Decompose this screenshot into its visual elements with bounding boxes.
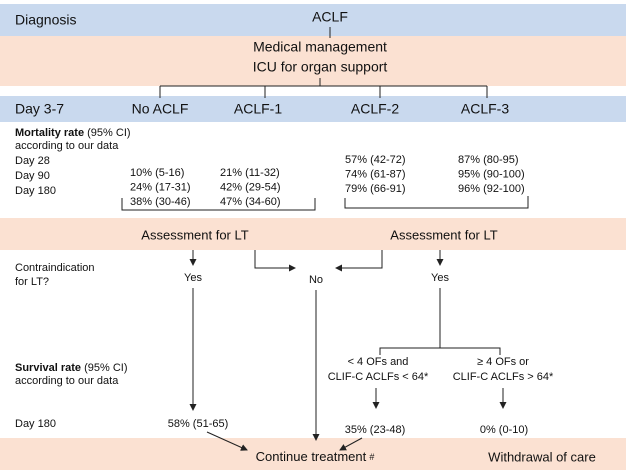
labels: Diagnosis ACLF Medical management ICU fo…: [15, 9, 596, 465]
survival-value: 0% (0-10): [480, 424, 528, 436]
mortality-value: 21% (11-32): [220, 167, 280, 179]
day: Day 28: [15, 155, 50, 167]
survival-value: 35% (23-48): [345, 424, 406, 436]
criterion: CLIF-C ACLFs < 64*: [328, 371, 429, 383]
footnote-mark: #: [369, 452, 374, 462]
answer: Yes: [184, 272, 202, 284]
row-label: Day 3-7: [15, 101, 64, 117]
mortality-value: 47% (34-60): [220, 196, 281, 208]
title: Mortality rate: [15, 127, 84, 139]
title: Survival rate: [15, 362, 81, 374]
bands: [0, 4, 626, 470]
criterion: CLIF-C ACLFs > 64*: [453, 371, 554, 383]
title-suffix: (95% CI): [84, 362, 127, 374]
group: ACLF-3: [461, 101, 509, 117]
band: [0, 4, 626, 36]
criterion: ≥ 4 OFs or: [477, 356, 529, 368]
answer: No: [309, 274, 323, 286]
mortality-value: 95% (90-100): [458, 168, 525, 180]
mortality-value: 38% (30-46): [130, 196, 191, 208]
subtitle: according to our data: [15, 140, 119, 152]
mortality-value: 10% (5-16): [130, 167, 184, 179]
band: [0, 36, 626, 86]
outcome: Withdrawal of care: [488, 449, 596, 464]
day: Day 180: [15, 185, 56, 197]
band: [0, 218, 626, 250]
node: Medical management: [253, 39, 387, 55]
node: ACLF: [312, 9, 348, 25]
survival-value: 58% (51-65): [168, 418, 229, 430]
section-title: Survival rate (95% CI): [15, 362, 128, 374]
mortality-value: 57% (42-72): [345, 154, 406, 166]
mortality-value: 96% (92-100): [458, 183, 525, 195]
question: for LT?: [15, 276, 49, 288]
subtitle: according to our data: [15, 375, 119, 387]
answer: Yes: [431, 272, 449, 284]
outcome-label: Continue treatment: [256, 449, 367, 464]
row-label: Diagnosis: [15, 12, 76, 28]
title-suffix: (95% CI): [87, 127, 130, 139]
mortality-value: 87% (80-95): [458, 154, 519, 166]
mortality-values: 10% (5-16) 24% (17-31) 38% (30-46) 21% (11-…: [130, 154, 525, 208]
node: Assessment for LT: [141, 227, 248, 242]
day: Day 90: [15, 170, 50, 182]
mortality-value: 74% (61-87): [345, 168, 406, 180]
group: No ACLF: [132, 101, 189, 117]
question: Contraindication: [15, 262, 95, 274]
mortality-value: 24% (17-31): [130, 181, 191, 193]
group: ACLF-1: [234, 101, 282, 117]
node: Assessment for LT: [390, 227, 497, 242]
group: ACLF-2: [351, 101, 399, 117]
band: [0, 438, 626, 470]
outcome: Continue treatment #: [256, 449, 375, 464]
criterion: < 4 OFs and: [348, 356, 409, 368]
connectors: [121, 27, 529, 451]
node: ICU for organ support: [253, 59, 388, 75]
day: Day 180: [15, 418, 56, 430]
band: [0, 96, 626, 122]
section-title: Mortality rate (95% CI): [15, 127, 131, 139]
mortality-value: 42% (29-54): [220, 181, 281, 193]
mortality-value: 79% (66-91): [345, 183, 406, 195]
